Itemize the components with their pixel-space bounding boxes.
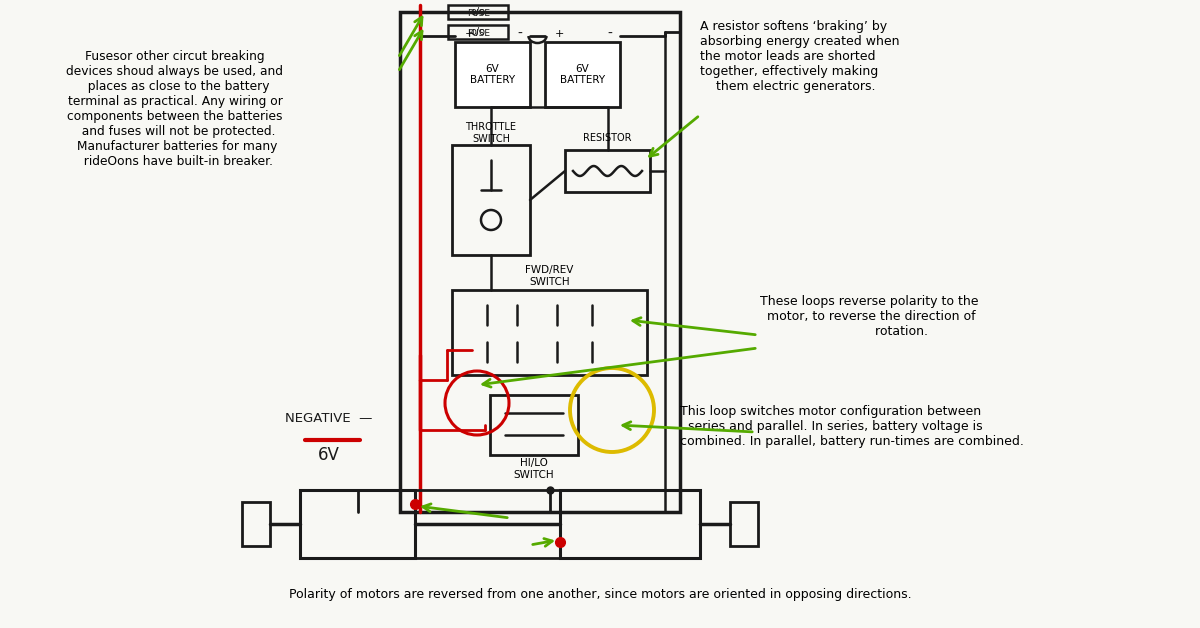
Text: These loops reverse polarity to the
 motor, to reverse the direction of
        : These loops reverse polarity to the moto… xyxy=(760,295,978,338)
Text: 6V
BATTERY: 6V BATTERY xyxy=(560,63,605,85)
Text: This loop switches motor configuration between
  series and parallel. In series,: This loop switches motor configuration b… xyxy=(680,405,1024,448)
Bar xyxy=(565,150,650,192)
Text: o/o: o/o xyxy=(470,7,486,17)
Text: FUSE: FUSE xyxy=(468,9,491,18)
Bar xyxy=(455,42,530,107)
Text: o/o: o/o xyxy=(470,27,486,37)
Text: HI/LO
SWITCH: HI/LO SWITCH xyxy=(514,458,554,480)
Text: FUSE: FUSE xyxy=(468,28,491,38)
Bar xyxy=(300,490,415,558)
Text: RESISTOR: RESISTOR xyxy=(583,133,631,143)
Text: Polarity of motors are reversed from one another, since motors are oriented in o: Polarity of motors are reversed from one… xyxy=(289,588,911,601)
Bar xyxy=(452,290,647,375)
Text: A resistor softens ‘braking’ by
absorbing energy created when
the motor leads ar: A resistor softens ‘braking’ by absorbin… xyxy=(700,20,900,93)
Text: Fusesor other circut breaking
devices shoud always be used, and
  places as clos: Fusesor other circut breaking devices sh… xyxy=(66,50,283,168)
Bar xyxy=(242,502,270,546)
Bar xyxy=(560,490,700,558)
Text: +: + xyxy=(464,29,474,39)
Bar xyxy=(490,395,578,455)
Bar xyxy=(448,5,508,19)
Bar xyxy=(730,502,758,546)
Text: 6V: 6V xyxy=(318,446,340,464)
Text: THROTTLE
SWITCH: THROTTLE SWITCH xyxy=(466,122,516,144)
Text: +: + xyxy=(554,29,564,39)
Text: NEGATIVE  —: NEGATIVE — xyxy=(286,411,372,425)
Bar xyxy=(448,25,508,39)
Bar xyxy=(452,145,530,255)
Bar xyxy=(545,42,620,107)
Text: -: - xyxy=(517,27,522,41)
Text: FWD/REV
SWITCH: FWD/REV SWITCH xyxy=(526,265,574,287)
Text: -: - xyxy=(607,27,612,41)
Bar xyxy=(400,12,680,512)
Text: 6V
BATTERY: 6V BATTERY xyxy=(470,63,515,85)
